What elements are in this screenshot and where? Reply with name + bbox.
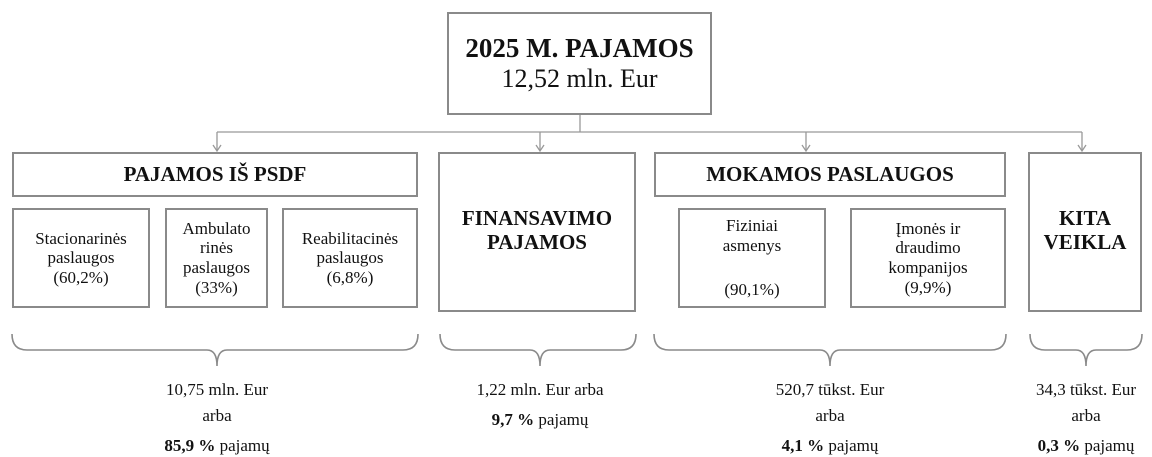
item-box: Reabilitacinės paslaugos (6,8%)	[282, 208, 418, 308]
header-text: PAJAMOS IŠ PSDF	[123, 162, 307, 186]
summary: 520,7 tūkst. Eur arba 4,1 % pajamų	[730, 377, 930, 457]
item-line: Ambulato	[182, 218, 251, 238]
share: 0,3 %	[1037, 436, 1081, 455]
title: 2025 M. PAJAMOS	[465, 33, 694, 64]
item-line: paslaugos	[182, 258, 251, 277]
item-box: Ambulato rinės paslaugos (33%)	[165, 208, 268, 308]
brace	[439, 333, 637, 367]
arrowheads	[212, 144, 1087, 153]
item-line: (6,8%)	[326, 267, 374, 287]
brace	[11, 333, 419, 367]
item-line: rinės	[199, 238, 234, 258]
summary-line: arba	[1071, 406, 1101, 425]
item-line: draudimo	[895, 238, 961, 258]
header-text: MOKAMOS PASLAUGOS	[706, 162, 954, 186]
summary: 10,75 mln. Eur arba 85,9 % pajamų	[117, 377, 317, 457]
item-line: Reabilitacinės	[301, 228, 399, 248]
share: 4,1 %	[781, 436, 825, 455]
item-box: Įmonės ir draudimo kompanijos (9,9%)	[850, 208, 1006, 308]
item-box: Fiziniai asmenys (90,1%)	[678, 208, 826, 308]
summary: 34,3 tūkst. Eur arba 0,3 % pajamų	[1020, 377, 1152, 457]
item-share: (90,1%)	[724, 280, 780, 300]
suffix: pajamų	[1084, 436, 1135, 455]
share: 9,7 %	[491, 410, 535, 429]
item-line: asmenys	[722, 235, 782, 255]
item-line: kompanijos	[888, 258, 968, 277]
item-line: Fiziniai	[726, 216, 778, 235]
suffix: pajamų	[219, 436, 270, 455]
item-line: (60,2%)	[53, 267, 109, 287]
item-line: (9,9%)	[904, 277, 952, 297]
group-header: PAJAMOS IŠ PSDF	[12, 152, 418, 197]
group-box: KITA VEIKLA	[1028, 152, 1142, 312]
suffix: pajamų	[828, 436, 879, 455]
item-line: Įmonės ir	[895, 218, 961, 238]
summary-line: 520,7 tūkst. Eur	[775, 380, 885, 399]
header-text: PAJAMOS	[487, 230, 587, 255]
header-text: FINANSAVIMO	[461, 206, 613, 230]
summary-line: 1,22 mln. Eur arba	[476, 380, 604, 399]
summary-line: arba	[815, 406, 845, 425]
suffix: pajamų	[538, 410, 589, 429]
item-line: (33%)	[195, 277, 238, 297]
share: 85,9 %	[164, 436, 216, 455]
summary-line: 34,3 tūkst. Eur	[1035, 380, 1137, 399]
brace	[1029, 333, 1143, 367]
brace	[653, 333, 1007, 367]
group-box: FINANSAVIMO PAJAMOS	[438, 152, 636, 312]
header-text: KITA	[1058, 206, 1112, 230]
summary-line: arba	[202, 406, 232, 425]
group-header: MOKAMOS PASLAUGOS	[654, 152, 1006, 197]
item-line: Stacionarinės	[35, 228, 127, 248]
item-line: paslaugos	[316, 248, 384, 268]
top-box: 2025 M. PAJAMOS 12,52 mln. Eur	[447, 12, 712, 115]
item-box: Stacionarinės paslaugos (60,2%)	[12, 208, 150, 308]
header-text: VEIKLA	[1043, 230, 1127, 255]
item-line: paslaugos	[47, 248, 115, 268]
summary: 1,22 mln. Eur arba 9,7 % pajamų	[430, 377, 650, 433]
summary-line: 10,75 mln. Eur	[166, 380, 268, 399]
amount: 12,52 mln. Eur	[501, 64, 658, 94]
connector-lines	[216, 115, 1083, 150]
